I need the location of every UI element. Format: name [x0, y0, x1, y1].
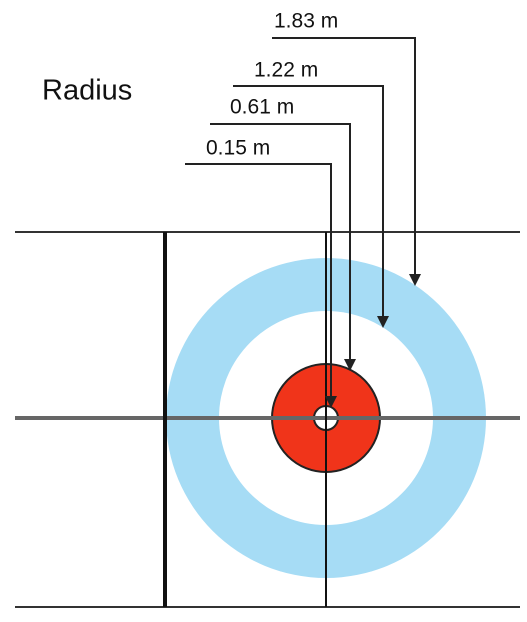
- arrowhead: [325, 396, 337, 408]
- leader-line: [272, 37, 416, 276]
- radius-label: 1.22 m: [254, 59, 318, 82]
- radius-label: 1.83 m: [274, 10, 338, 33]
- leader-line: [210, 123, 351, 361]
- leader-line: [233, 85, 384, 318]
- diagram-title: Radius: [42, 75, 132, 107]
- arrowhead: [344, 359, 356, 371]
- arrowhead: [377, 316, 389, 328]
- leader-line: [185, 163, 332, 398]
- arrowhead: [409, 274, 421, 286]
- radius-label: 0.61 m: [230, 96, 294, 119]
- radius-label: 0.15 m: [206, 137, 270, 160]
